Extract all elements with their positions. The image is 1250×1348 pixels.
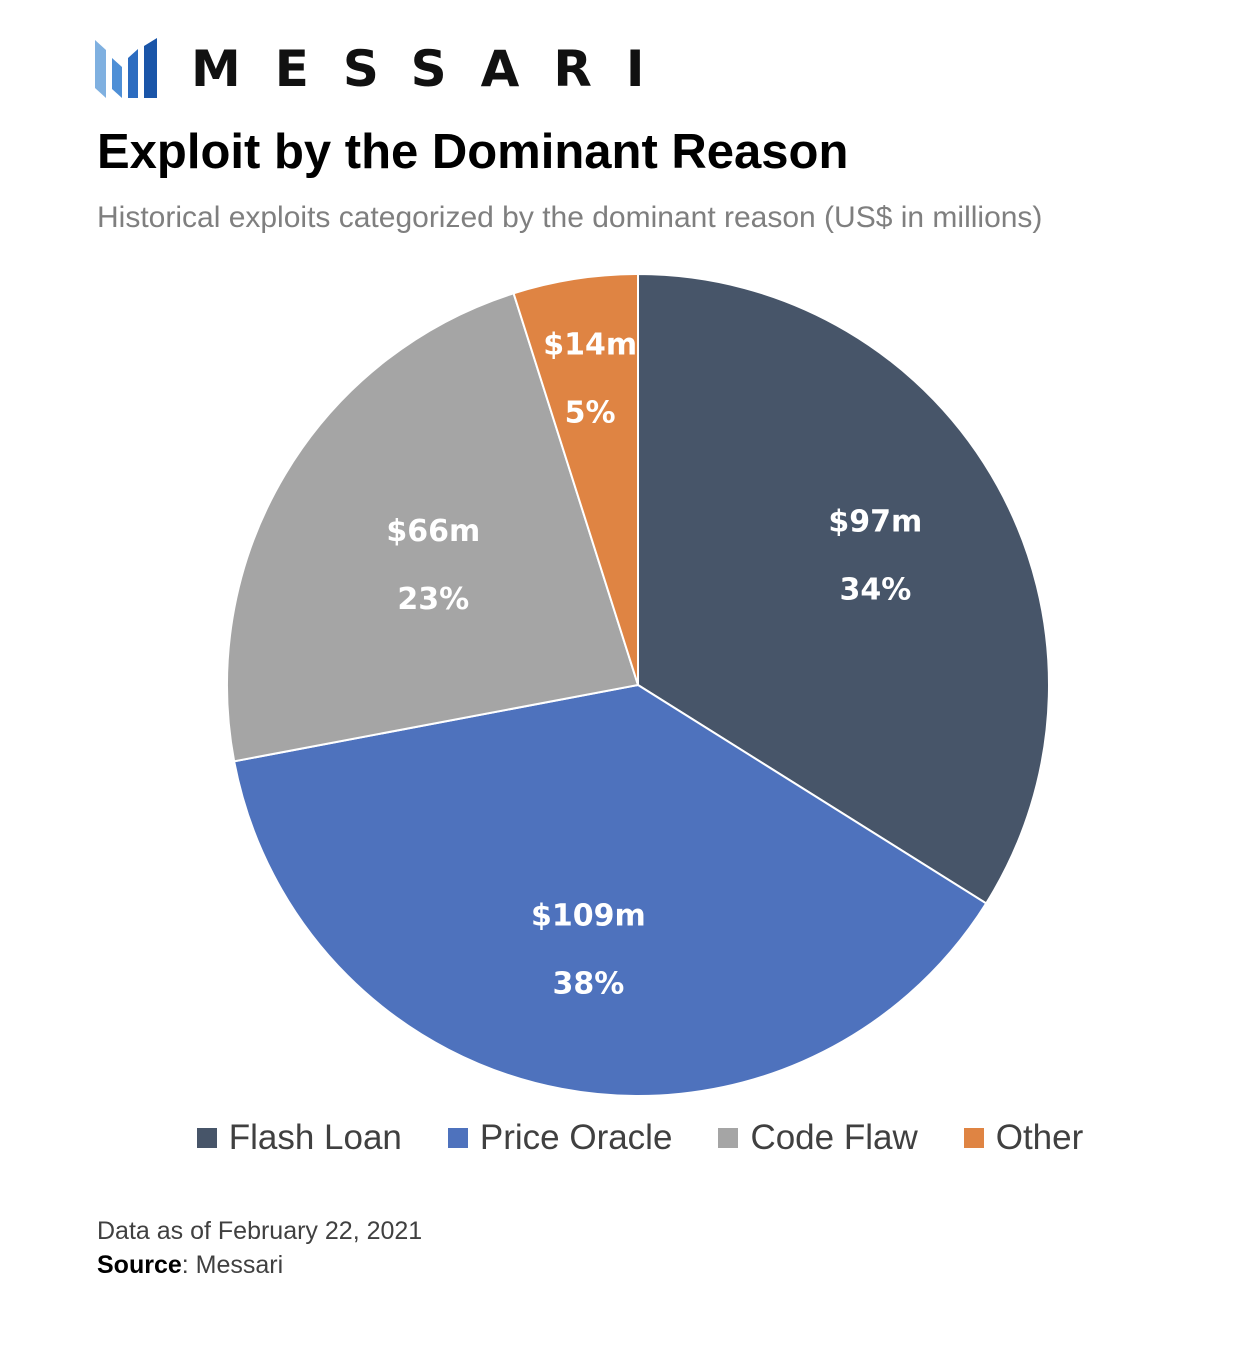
logo-bar-2 xyxy=(112,58,122,98)
legend-label-code-flaw: Code Flaw xyxy=(750,1118,918,1157)
source-note: Source: Messari xyxy=(97,1248,422,1282)
legend-item-flash-loan: Flash Loan xyxy=(196,1116,402,1160)
logo-bar-4 xyxy=(144,38,157,98)
slice-percent-label-flash-loan: 34% xyxy=(839,573,911,608)
legend-label-price-oracle: Price Oracle xyxy=(479,1118,673,1157)
brand-wordmark: MESSARI xyxy=(191,40,679,98)
slice-value-label-flash-loan: $97m xyxy=(828,505,922,540)
legend-label-other: Other xyxy=(995,1118,1084,1157)
slice-value-label-other: $14m xyxy=(543,327,637,362)
chart-legend: Flash Loan Price Oracle Code Flaw Other xyxy=(0,1116,1250,1160)
slice-value-label-price-oracle: $109m xyxy=(531,899,646,934)
legend-label-flash-loan: Flash Loan xyxy=(228,1118,402,1157)
logo-bar-3 xyxy=(128,49,138,98)
legend-swatch-price-oracle xyxy=(447,1128,468,1148)
pie-slices xyxy=(226,272,1050,1097)
legend-item-other: Other xyxy=(963,1116,1084,1160)
messari-logo-icon xyxy=(95,38,157,98)
legend-item-price-oracle: Price Oracle xyxy=(447,1116,673,1160)
legend-swatch-flash-loan xyxy=(196,1128,217,1148)
pie-labels: $97m 34% $109m 38% $66m 23% $14m 5% xyxy=(386,327,922,1001)
source-value: : Messari xyxy=(181,1251,284,1279)
legend-swatch-code-flaw xyxy=(718,1128,739,1148)
chart-title: Exploit by the Dominant Reason xyxy=(97,125,849,179)
source-label: Source xyxy=(97,1251,182,1279)
legend-item-code-flaw: Code Flaw xyxy=(718,1116,918,1160)
logo-bar-1 xyxy=(95,40,106,98)
pie-slice-flash-loan xyxy=(637,272,1050,905)
slice-value-label-code-flaw: $66m xyxy=(386,514,480,549)
data-date-note: Data as of February 22, 2021 xyxy=(97,1217,423,1245)
slice-percent-label-code-flaw: 23% xyxy=(397,582,469,617)
legend-swatch-other xyxy=(963,1128,984,1148)
slice-percent-label-other: 5% xyxy=(565,395,616,430)
pie-slice-other xyxy=(512,272,639,686)
pie-slice-price-oracle xyxy=(232,683,988,1097)
chart-footer: Data as of February 22, 2021 Source: Mes… xyxy=(97,1214,422,1282)
pie-slice-code-flaw xyxy=(226,292,640,763)
chart-subtitle: Historical exploits categorized by the d… xyxy=(97,201,1043,234)
slice-percent-label-price-oracle: 38% xyxy=(552,967,624,1002)
brand-header: MESSARI xyxy=(95,38,679,100)
